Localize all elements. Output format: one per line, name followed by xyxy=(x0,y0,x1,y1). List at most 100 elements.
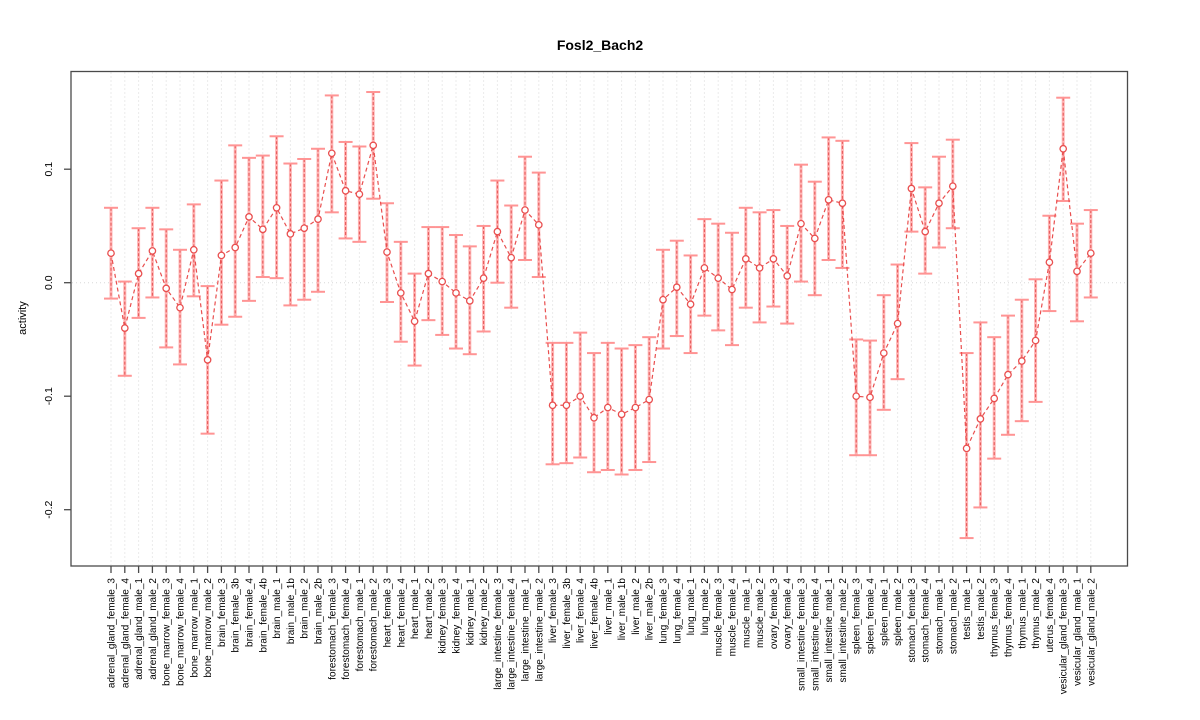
x-tick-label: liver_female_3b xyxy=(562,578,573,649)
x-tick-label: bone_marrow_female_4 xyxy=(176,578,187,686)
data-point-marker xyxy=(686,300,695,309)
data-point-marker xyxy=(824,195,833,204)
data-point-marker xyxy=(1031,336,1040,345)
x-tick-label: heart_female_4 xyxy=(396,578,407,648)
x-tick-label: muscle_female_3 xyxy=(714,578,725,657)
x-tick-label: brain_female_4b xyxy=(258,578,269,653)
x-tick-label: lung_male_1 xyxy=(686,578,697,636)
x-tick-label: heart_male_1 xyxy=(410,578,421,640)
x-tick-label: brain_male_1b xyxy=(286,578,297,645)
data-point-marker xyxy=(245,213,253,221)
x-tick-label: large_intestine_male_2 xyxy=(534,578,545,682)
x-tick-label: heart_male_2 xyxy=(424,578,435,640)
data-point-marker xyxy=(617,410,626,419)
x-tick-label: muscle_female_4 xyxy=(728,578,739,657)
x-tick-label: kidney_male_1 xyxy=(465,578,476,646)
data-point-marker xyxy=(438,277,447,286)
data-point-marker xyxy=(521,206,529,214)
data-point-marker xyxy=(838,199,847,208)
y-tick-labels: 0.1 0.0 -0.1 -0.2 xyxy=(43,162,55,519)
series-line xyxy=(110,145,1092,449)
data-point-marker xyxy=(410,317,419,326)
series-polyline xyxy=(110,145,1092,449)
data-point-marker xyxy=(590,413,598,422)
x-tick-label: large_intestine_female_4 xyxy=(507,578,518,690)
data-point-marker xyxy=(300,224,309,233)
x-tick-label: small_intestine_male_1 xyxy=(824,578,835,683)
data-point-marker xyxy=(852,392,861,401)
data-point-marker xyxy=(452,289,460,297)
x-tick-label: stomach_female_4 xyxy=(921,578,932,663)
x-tick-label: liver_female_4 xyxy=(576,578,587,643)
data-point-marker xyxy=(286,230,295,238)
data-point-marker xyxy=(935,199,943,208)
x-tick-label: liver_female_4b xyxy=(590,578,601,649)
y-axis-label: activity xyxy=(17,301,29,335)
x-tick-label: lung_male_2 xyxy=(700,578,711,636)
x-tick-label: small_intestine_female_3 xyxy=(797,578,808,691)
y-tick-label: -0.1 xyxy=(43,387,55,405)
data-point-marker xyxy=(576,392,585,401)
data-point-marker xyxy=(797,219,805,228)
data-point-marker xyxy=(341,186,350,195)
x-tick-label: kidney_female_3 xyxy=(438,578,449,654)
x-tick-label: liver_male_1 xyxy=(603,578,614,635)
x-tick-label: liver_male_2 xyxy=(631,578,642,635)
data-point-marker xyxy=(631,403,640,412)
x-tick-label: forestomach_female_4 xyxy=(341,578,352,680)
x-tick-label: brain_female_3 xyxy=(217,578,228,647)
data-point-marker xyxy=(962,444,971,453)
data-point-marker xyxy=(1073,267,1081,276)
data-point-marker xyxy=(396,289,405,297)
data-point-marker xyxy=(203,356,212,364)
x-tick-label: stomach_male_1 xyxy=(935,578,946,655)
data-point-marker xyxy=(272,203,281,212)
x-tick-label: bone_marrow_male_1 xyxy=(189,578,200,678)
x-tick-label: forestomach_male_1 xyxy=(355,578,366,672)
x-tick-label: liver_female_3 xyxy=(548,578,559,643)
data-point-marker xyxy=(990,394,999,403)
y-tick-label: 0.1 xyxy=(43,162,55,177)
x-tick-label: bone_marrow_male_2 xyxy=(203,578,214,678)
x-tick-label: uterus_female_4 xyxy=(1045,578,1056,653)
data-point-marker xyxy=(741,255,750,263)
x-tick-label: muscle_male_2 xyxy=(755,578,766,648)
x-tick-label: spleen_male_1 xyxy=(879,578,890,646)
data-point-marker xyxy=(534,220,543,229)
x-tick-label: vesicular_gland_male_2 xyxy=(1086,578,1097,686)
data-point-marker xyxy=(645,395,654,404)
data-point-marker xyxy=(603,403,612,412)
x-tick-label: bone_marrow_female_3 xyxy=(162,578,173,686)
data-point-marker xyxy=(479,274,488,283)
x-tick-label: forestomach_female_3 xyxy=(327,578,338,680)
data-point-marker xyxy=(1045,258,1054,267)
x-tick-label: adrenal_gland_female_3 xyxy=(107,578,118,689)
x-tick-labels: adrenal_gland_female_3 adrenal_gland_fema… xyxy=(107,578,1098,695)
data-points xyxy=(107,141,1095,453)
x-tick-label: brain_female_4 xyxy=(245,578,256,647)
data-point-marker xyxy=(493,227,502,236)
data-point-marker xyxy=(507,253,516,262)
x-tick-label: lung_female_3 xyxy=(659,578,670,644)
data-point-marker xyxy=(728,285,736,294)
x-tick-label: muscle_male_1 xyxy=(741,578,752,648)
data-point-marker xyxy=(548,401,557,410)
data-point-marker xyxy=(217,251,226,260)
x-tick-label: lung_female_4 xyxy=(672,578,683,644)
data-point-marker xyxy=(921,227,930,236)
x-tick-label: small_intestine_male_2 xyxy=(838,578,849,683)
x-tick-label: adrenal_gland_male_1 xyxy=(134,578,145,680)
y-tick-label: 0.0 xyxy=(43,275,55,290)
x-tick-label: kidney_female_4 xyxy=(452,578,463,654)
data-point-marker xyxy=(355,190,364,199)
data-point-marker xyxy=(755,264,764,272)
x-tick-label: brain_male_2 xyxy=(300,578,311,639)
data-point-marker xyxy=(810,234,819,243)
x-tick-label: liver_male_1b xyxy=(617,578,628,641)
x-tick-label: brain_male_1 xyxy=(272,578,283,639)
x-tick-label: small_intestine_female_4 xyxy=(810,578,821,691)
x-tick-label: testis_male_1 xyxy=(962,578,973,640)
data-point-marker xyxy=(976,415,985,423)
